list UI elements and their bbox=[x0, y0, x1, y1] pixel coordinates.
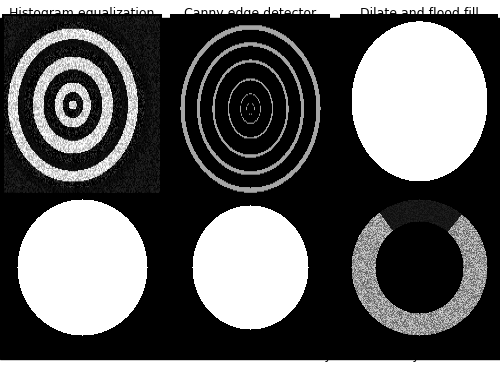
Text: Histogram equalization: Histogram equalization bbox=[10, 7, 154, 20]
Text: Erode: Erode bbox=[64, 348, 100, 361]
Text: Dilate further if necessary: Dilate further if necessary bbox=[168, 348, 332, 361]
Text: Currently selected: Currently selected bbox=[362, 348, 476, 361]
Text: Dilate and flood fill: Dilate and flood fill bbox=[360, 7, 478, 20]
Text: Canny edge detector: Canny edge detector bbox=[184, 7, 316, 20]
